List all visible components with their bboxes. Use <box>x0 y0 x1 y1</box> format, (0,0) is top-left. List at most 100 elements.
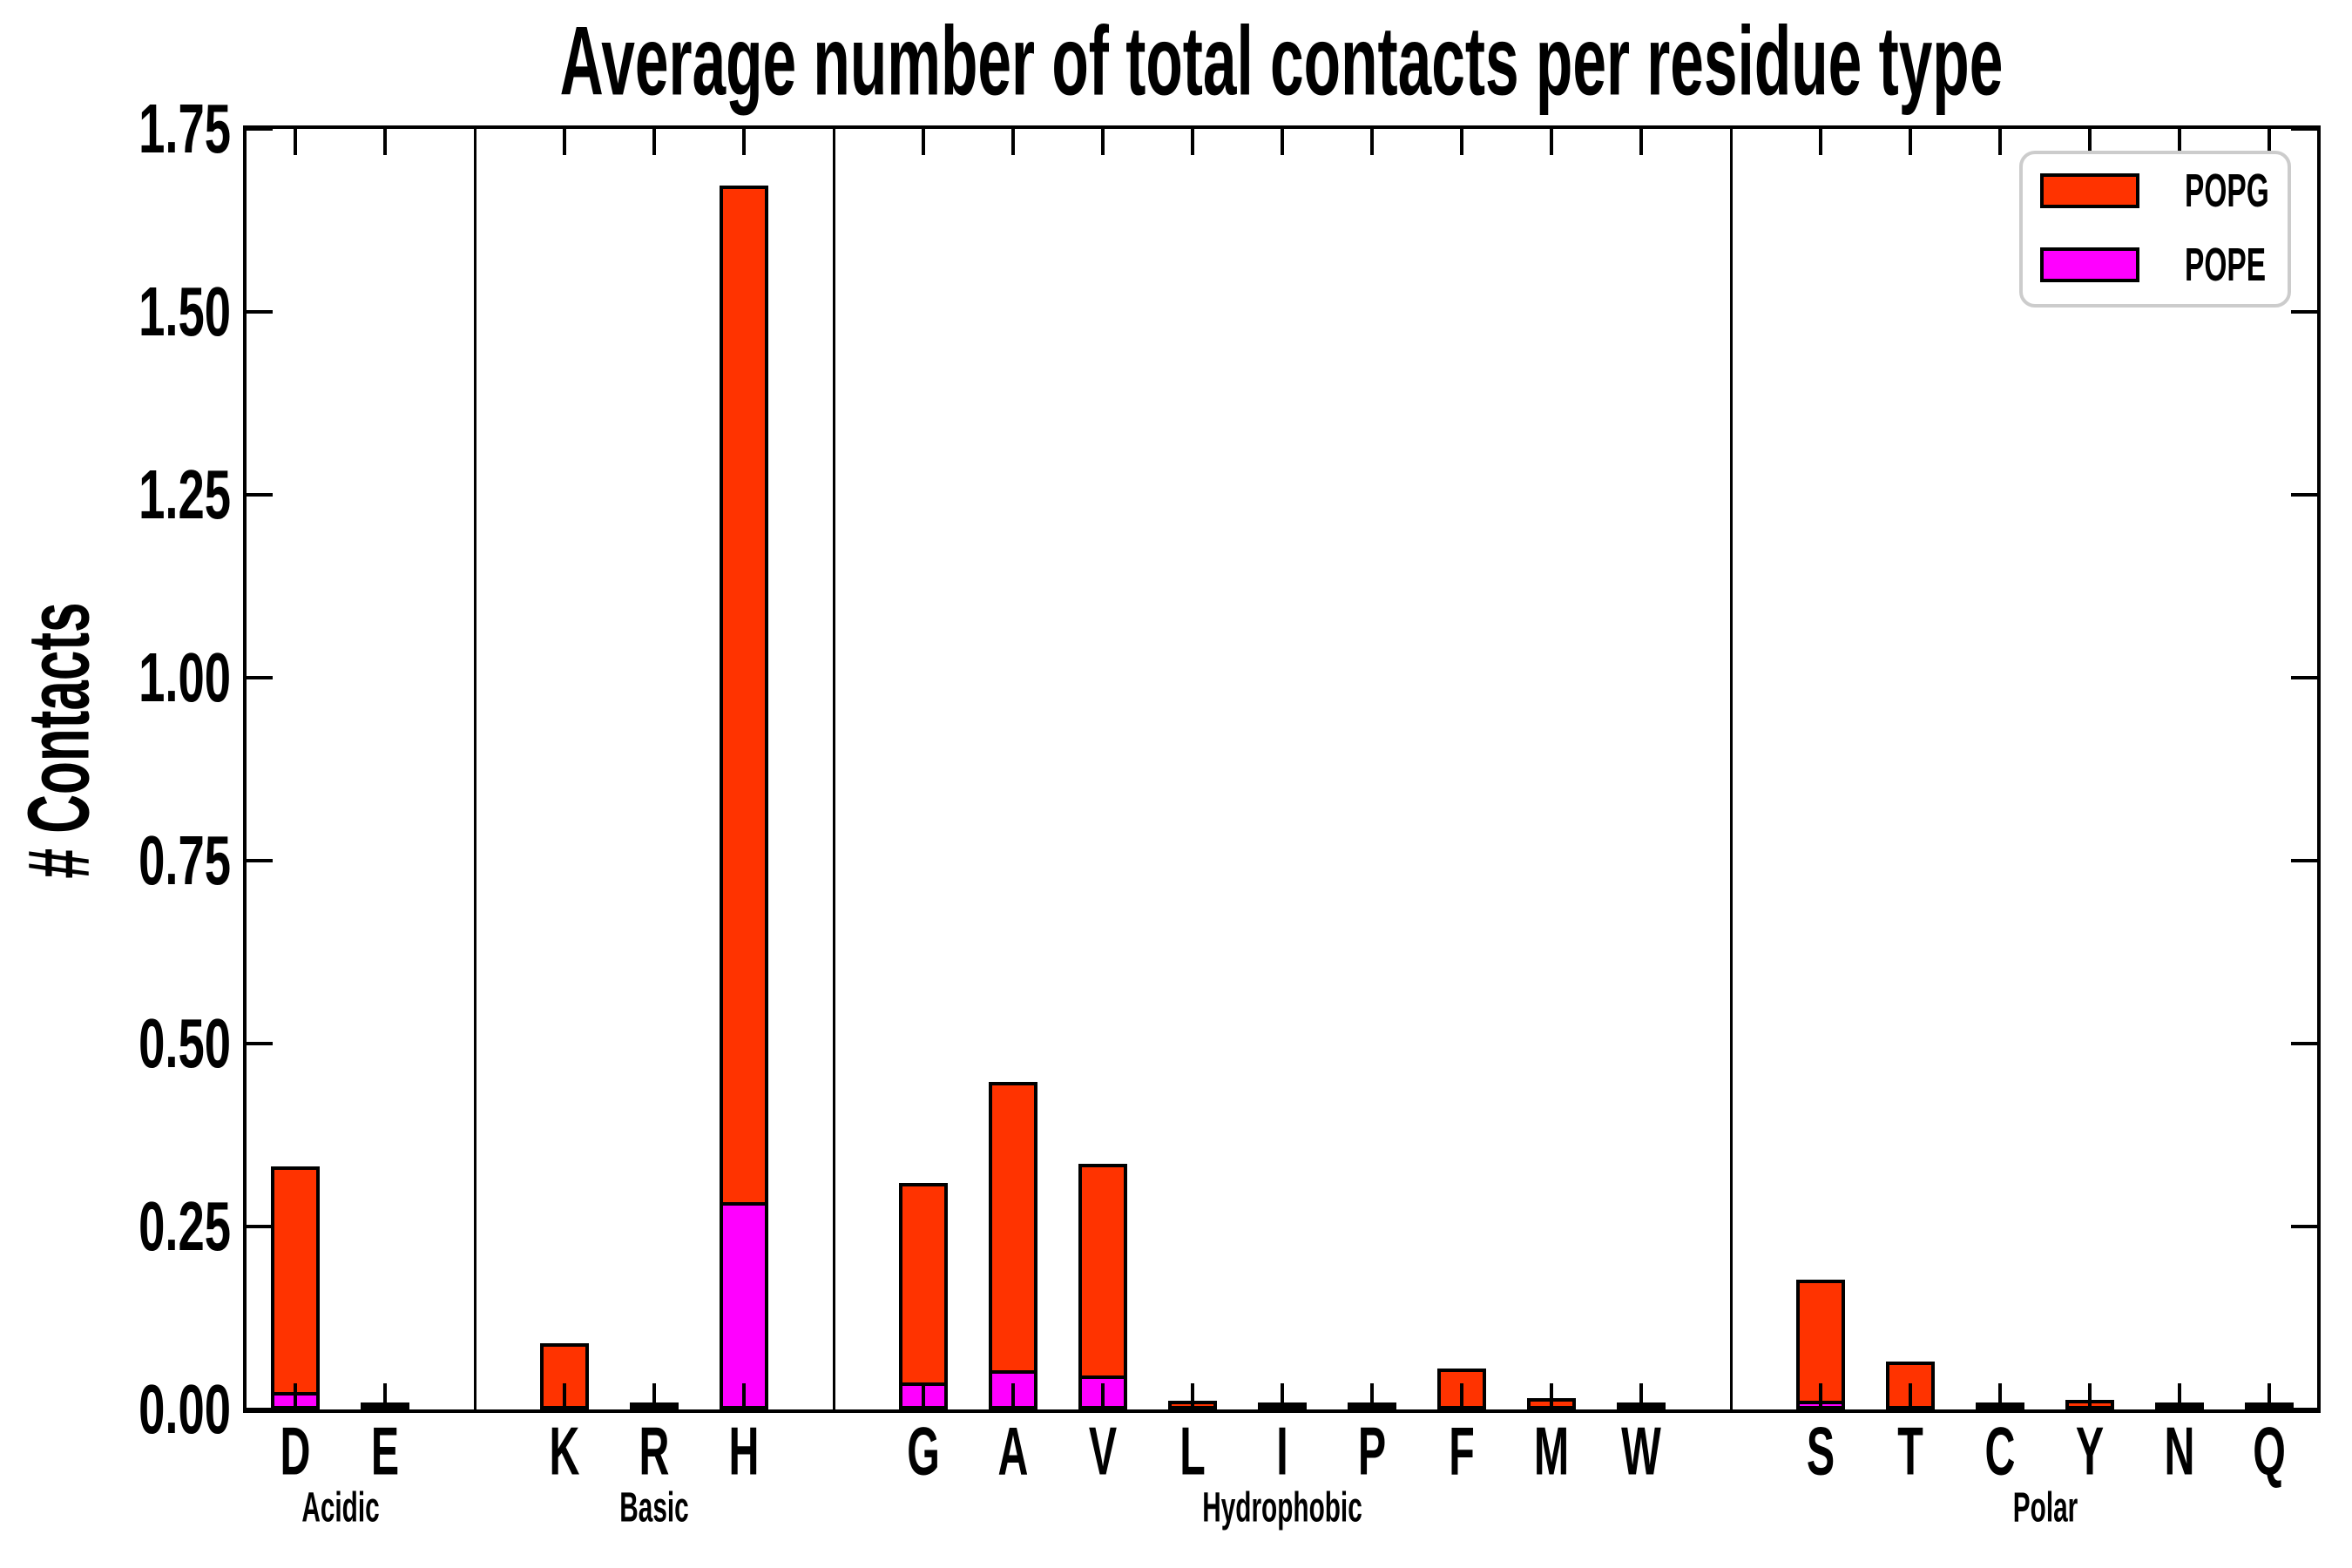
y-tick-right <box>2291 1042 2317 1045</box>
bar-A <box>989 1081 1037 1409</box>
x-tick-label-S: S <box>1806 1412 1835 1490</box>
x-tick-bottom <box>1819 1383 1822 1409</box>
x-tick-top <box>1909 129 1912 155</box>
group-divider <box>1730 129 1733 1409</box>
x-tick-top <box>1011 129 1015 155</box>
group-label-basic: Basic <box>619 1484 689 1531</box>
x-tick-bottom <box>1998 1383 2002 1409</box>
y-tick-left <box>247 127 273 131</box>
bar-G <box>899 1182 948 1409</box>
y-tick-label: 0.50 <box>139 1004 231 1082</box>
x-tick-bottom <box>1639 1383 1643 1409</box>
x-tick-bottom <box>294 1383 297 1409</box>
x-tick-label-W: W <box>1621 1412 1661 1490</box>
x-tick-top <box>1370 129 1374 155</box>
x-tick-label-R: R <box>639 1412 670 1490</box>
x-tick-label-L: L <box>1179 1412 1206 1490</box>
y-tick-left <box>247 310 273 314</box>
x-tick-label-N: N <box>2164 1412 2195 1490</box>
x-tick-top <box>563 129 566 155</box>
x-tick-top <box>1191 129 1194 155</box>
x-tick-bottom <box>742 1383 746 1409</box>
bar-H <box>720 185 768 1409</box>
x-tick-label-Q: Q <box>2253 1412 2286 1490</box>
y-tick-label: 0.00 <box>139 1370 231 1448</box>
x-tick-bottom <box>2088 1383 2092 1409</box>
x-tick-label-T: T <box>1897 1412 1923 1490</box>
x-tick-top <box>1639 129 1643 155</box>
x-tick-bottom <box>922 1383 925 1409</box>
legend-label-pope: POPE <box>2185 239 2267 291</box>
y-tick-label: 0.25 <box>139 1187 231 1265</box>
x-tick-label-H: H <box>728 1412 760 1490</box>
y-tick-right <box>2291 676 2317 679</box>
group-divider <box>833 129 835 1409</box>
y-tick-left <box>247 676 273 679</box>
x-tick-top <box>742 129 746 155</box>
y-axis-right-spine <box>2317 125 2321 1413</box>
x-tick-bottom <box>1191 1383 1194 1409</box>
x-tick-top <box>1998 129 2002 155</box>
x-axis-top-spine <box>243 125 2321 129</box>
x-tick-label-E: E <box>370 1412 400 1490</box>
x-tick-top <box>652 129 656 155</box>
bar-segment-pope-H <box>723 1202 765 1406</box>
legend-swatch-popg <box>2040 173 2139 208</box>
x-tick-label-A: A <box>997 1412 1029 1490</box>
x-tick-top <box>1550 129 1553 155</box>
y-tick-right <box>2291 859 2317 862</box>
x-tick-label-P: P <box>1357 1412 1387 1490</box>
x-tick-top <box>383 129 387 155</box>
x-tick-label-G: G <box>907 1412 940 1490</box>
x-tick-bottom <box>1909 1383 1912 1409</box>
legend-label-popg: POPG <box>2185 165 2269 217</box>
chart-title: Average number of total contacts per res… <box>559 6 2004 116</box>
x-tick-bottom <box>1281 1383 1284 1409</box>
legend: POPG POPE <box>2019 151 2291 308</box>
x-tick-top <box>1281 129 1284 155</box>
x-tick-top <box>2088 129 2092 155</box>
y-tick-left <box>247 493 273 497</box>
x-tick-bottom <box>1011 1383 1015 1409</box>
x-tick-top <box>2178 129 2181 155</box>
bar-D <box>271 1166 320 1409</box>
x-tick-label-C: C <box>1984 1412 2016 1490</box>
x-tick-label-V: V <box>1088 1412 1118 1490</box>
x-tick-label-K: K <box>549 1412 580 1490</box>
y-tick-label: 1.50 <box>139 273 231 350</box>
x-tick-bottom <box>1550 1383 1553 1409</box>
x-tick-top <box>294 129 297 155</box>
x-tick-label-I: I <box>1276 1412 1288 1490</box>
y-tick-label: 1.75 <box>139 90 231 167</box>
y-axis-left-spine <box>243 125 247 1413</box>
y-tick-right <box>2291 493 2317 497</box>
x-tick-bottom <box>383 1383 387 1409</box>
x-tick-bottom <box>2268 1383 2271 1409</box>
y-tick-label: 1.00 <box>139 639 231 716</box>
y-tick-right <box>2291 127 2317 131</box>
group-label-acidic: Acidic <box>301 1484 380 1531</box>
y-tick-right <box>2291 310 2317 314</box>
y-tick-right <box>2291 1225 2317 1228</box>
group-divider <box>474 129 476 1409</box>
y-tick-left <box>247 1042 273 1045</box>
x-tick-bottom <box>652 1383 656 1409</box>
y-tick-label: 1.25 <box>139 456 231 533</box>
y-tick-left <box>247 1225 273 1228</box>
legend-swatch-pope <box>2040 247 2139 282</box>
x-tick-top <box>1819 129 1822 155</box>
x-tick-label-Y: Y <box>2075 1412 2105 1490</box>
x-tick-top <box>1460 129 1463 155</box>
x-tick-top <box>2268 129 2271 155</box>
x-tick-top <box>922 129 925 155</box>
y-tick-label: 0.75 <box>139 821 231 899</box>
x-tick-bottom <box>1460 1383 1463 1409</box>
x-tick-bottom <box>1370 1383 1374 1409</box>
y-tick-left <box>247 859 273 862</box>
x-tick-bottom <box>1101 1383 1105 1409</box>
x-tick-label-F: F <box>1449 1412 1475 1490</box>
x-tick-label-M: M <box>1533 1412 1570 1490</box>
x-axis-bottom-spine <box>243 1409 2321 1413</box>
